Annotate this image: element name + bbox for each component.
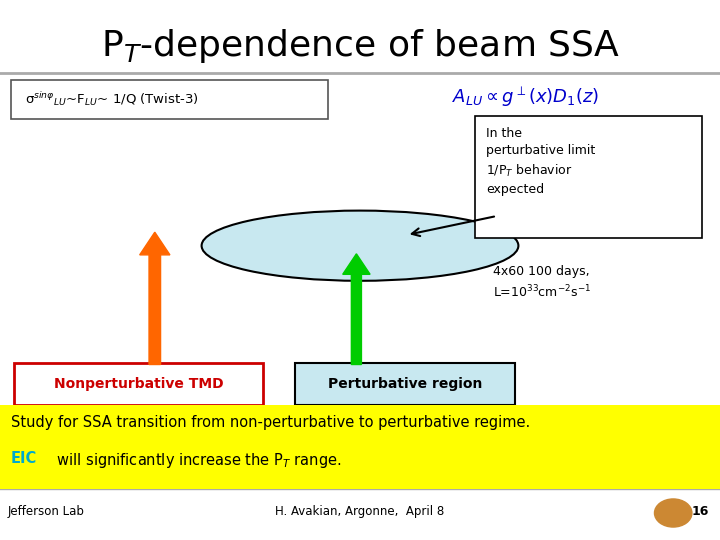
FancyBboxPatch shape — [475, 116, 702, 238]
Text: Study for SSA transition from non-perturbative to perturbative regime.: Study for SSA transition from non-pertur… — [11, 415, 530, 430]
Text: will significantly increase the P$_T$ range.: will significantly increase the P$_T$ ra… — [52, 451, 341, 470]
Text: P$_T$-dependence of beam SSA: P$_T$-dependence of beam SSA — [101, 27, 619, 65]
Ellipse shape — [202, 211, 518, 281]
Text: $A_{LU} \propto g^{\perp}(x)D_1(z)$: $A_{LU} \propto g^{\perp}(x)D_1(z)$ — [452, 85, 599, 109]
FancyBboxPatch shape — [0, 405, 720, 489]
Text: 4x60 100 days,
L=10$^{33}$cm$^{-2}$s$^{-1}$: 4x60 100 days, L=10$^{33}$cm$^{-2}$s$^{-… — [493, 265, 591, 300]
FancyBboxPatch shape — [11, 80, 328, 119]
Text: In the
perturbative limit
1/P$_T$ behavior
expected: In the perturbative limit 1/P$_T$ behavi… — [486, 127, 595, 197]
FancyArrow shape — [140, 232, 170, 364]
Text: H. Avakian, Argonne,  April 8: H. Avakian, Argonne, April 8 — [275, 505, 445, 518]
FancyArrow shape — [343, 254, 370, 364]
Text: Nonperturbative TMD: Nonperturbative TMD — [54, 377, 224, 391]
Text: Perturbative region: Perturbative region — [328, 377, 482, 391]
Text: EIC: EIC — [11, 451, 37, 466]
Circle shape — [654, 499, 692, 527]
Text: Jefferson Lab: Jefferson Lab — [7, 505, 84, 518]
FancyBboxPatch shape — [295, 363, 515, 405]
Text: σ$^{sinφ}$$_{LU}$~F$_{LU}$~ 1/Q (Twist-3): σ$^{sinφ}$$_{LU}$~F$_{LU}$~ 1/Q (Twist-3… — [25, 90, 199, 109]
FancyBboxPatch shape — [14, 363, 263, 405]
Text: 16: 16 — [692, 505, 709, 518]
